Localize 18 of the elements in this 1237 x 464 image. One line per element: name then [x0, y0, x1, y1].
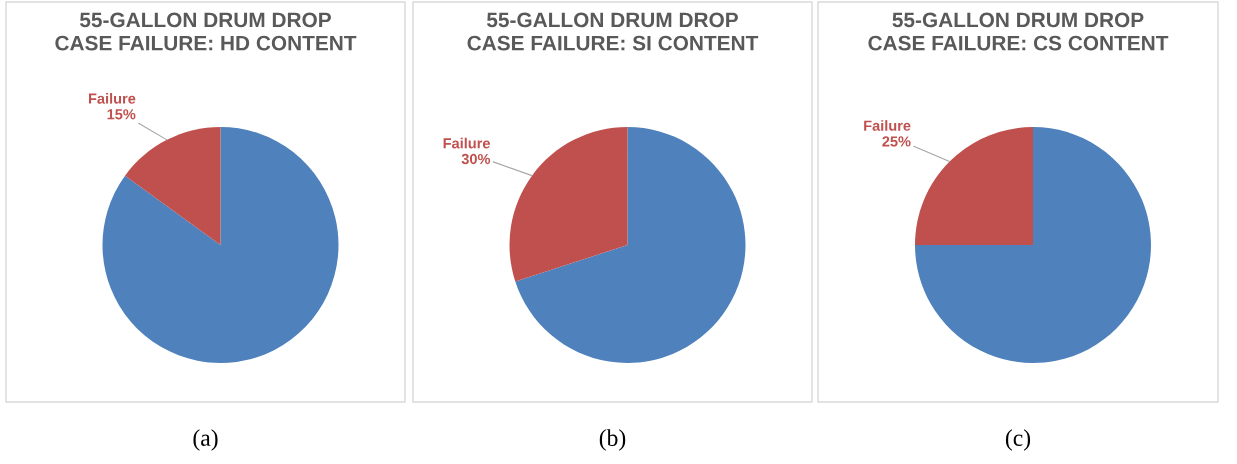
text: (b) [599, 429, 626, 451]
data-label: 15% [107, 109, 136, 120]
pie-slice [915, 127, 1151, 363]
data-label: 25% [882, 136, 911, 147]
slice-label: Failure [89, 93, 136, 104]
pie-slice [102, 127, 339, 363]
pie-slice [509, 127, 628, 282]
pie-slice [125, 127, 221, 245]
chart-title: 55-GALLON DRUM DROP CASE FAILURE: HD CONTENT [55, 12, 357, 51]
text: (a) [193, 429, 218, 451]
text: (c) [1005, 429, 1031, 451]
chart-title: 55-GALLON DRUM DROP CASE FAILURE: CS CONTENT [868, 12, 1169, 51]
data-label: 30% [461, 153, 491, 165]
slice-label: Failure [864, 120, 911, 131]
chart-title: 55-GALLON DRUM DROP CASE FAILURE: SI CONTENT [467, 12, 759, 51]
pie-slice [915, 127, 1033, 245]
pie-slice [515, 127, 746, 363]
slice-label: Failure [443, 137, 490, 149]
